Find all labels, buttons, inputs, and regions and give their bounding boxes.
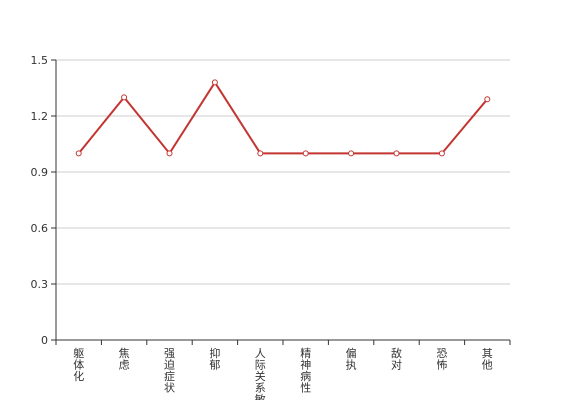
point (393, 150, 400, 157)
x-tick-label: 精神病性 (300, 347, 311, 395)
point (121, 94, 128, 101)
x-tick-label: 恐怖 (436, 347, 447, 372)
x-tick-label: 抑郁 (209, 346, 220, 372)
point (302, 150, 309, 157)
y-tick-label: 0 (41, 334, 48, 347)
x-tick-label: 焦虑 (119, 347, 130, 372)
point (75, 150, 82, 157)
x-tick-label: 躯体化 (73, 347, 84, 383)
line (77, 80, 489, 156)
point (484, 96, 491, 103)
x-tick-label: 强迫症状 (164, 347, 175, 395)
y-tick-label: 0.6 (31, 222, 49, 235)
x-tick-label: 敌对 (391, 346, 402, 372)
point (348, 150, 355, 157)
point (211, 79, 218, 86)
y-tick-label: 0.9 (31, 166, 49, 179)
y-tick-label: 1.2 (31, 110, 49, 123)
point (438, 150, 445, 157)
y-tick-label: 1.5 (31, 54, 49, 67)
point (166, 150, 173, 157)
x-tick-label: 偏执 (346, 346, 357, 372)
x-tick-label: 人际关系敏感 (255, 347, 266, 400)
y-tick-label: 0.3 (31, 278, 49, 291)
x-tick-label: 其他 (482, 347, 493, 372)
point (257, 150, 264, 157)
